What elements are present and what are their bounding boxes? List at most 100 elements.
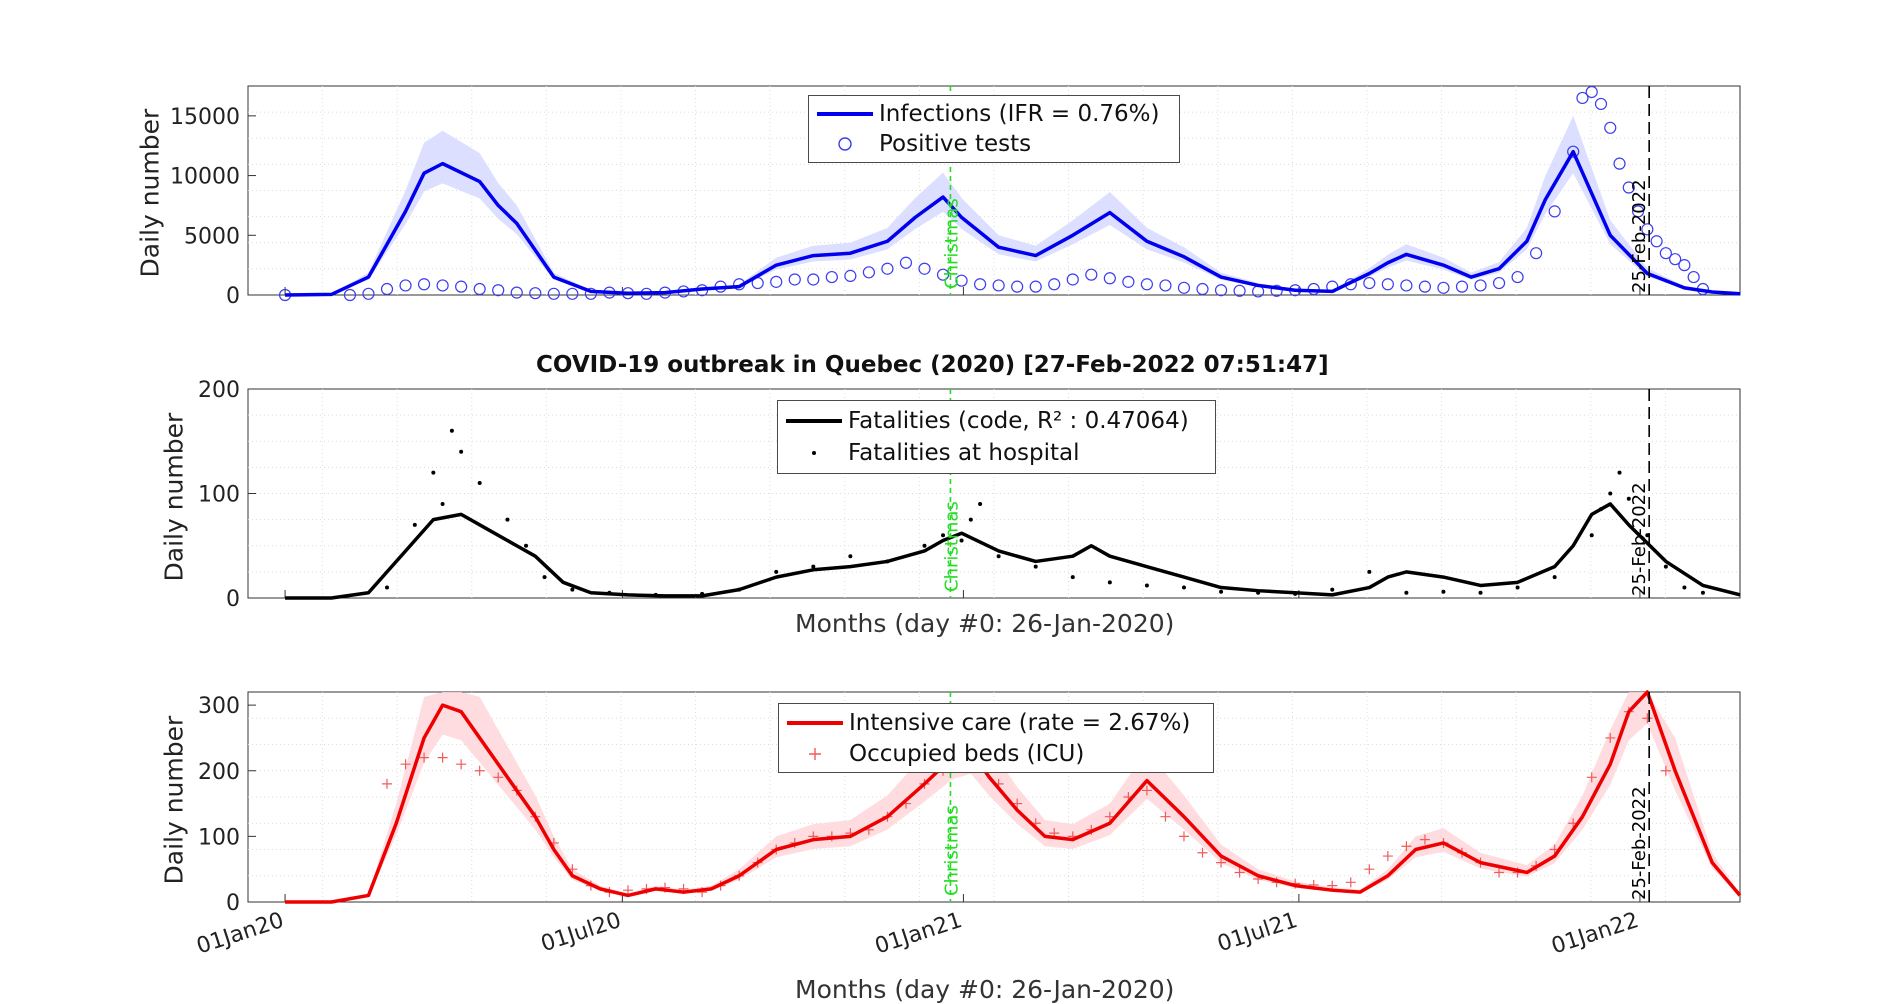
positive-test-point — [899, 256, 913, 269]
infections-legend: Infections (IFR = 0.76%) Positive tests — [808, 95, 1180, 163]
hospital-fatality-point — [774, 569, 779, 574]
positive-test-point — [1511, 270, 1524, 284]
positive-tests-legend-marker — [809, 130, 879, 158]
intensive-care-panel: 0 100 200 300 Christmas 25-Feb-2022 — [198, 690, 1742, 916]
confidence-band — [285, 692, 1740, 902]
positive-test-point — [1418, 280, 1432, 293]
hospital-fatality-point — [431, 470, 436, 475]
hospital-fatality-point — [1700, 590, 1705, 595]
hospital-fatality-point — [1404, 590, 1409, 595]
occupied-bed-point — [400, 759, 411, 770]
y-axis-label-fatalities: Daily number — [159, 412, 189, 582]
occupied-bed-point — [1494, 867, 1505, 878]
y-axis-label-icu: Daily number — [159, 715, 189, 885]
hospital-fatality-point — [449, 428, 454, 433]
occupied-bed-point — [1660, 765, 1671, 776]
positive-test-point — [1585, 85, 1598, 99]
fatalities-legend-label: Fatalities (code, R² : 0.47064) — [848, 408, 1189, 434]
christmas-label: Christmas — [941, 501, 962, 592]
y-tick-label: 15000 — [170, 105, 240, 130]
hospital-fatality-point — [1608, 491, 1613, 496]
hospital-fatality-point — [1219, 589, 1224, 594]
positive-test-point — [1437, 281, 1450, 294]
positive-test-point — [1400, 279, 1413, 292]
occupied-bed-point — [1586, 772, 1597, 783]
positive-test-point — [1122, 275, 1135, 288]
fatalities-legend: Fatalities (code, R² : 0.47064) Fataliti… — [777, 400, 1216, 474]
occupied-bed-point — [1160, 811, 1171, 822]
hospital-fatality-point — [1181, 585, 1186, 590]
y-tick-label: 5000 — [184, 224, 240, 249]
positive-test-point — [529, 287, 542, 300]
positive-test-point — [1687, 270, 1700, 284]
positive-test-point — [1678, 259, 1691, 272]
occupied-bed-point — [456, 759, 467, 770]
positive-test-point — [1214, 284, 1228, 297]
occupied-bed-point — [1605, 732, 1616, 743]
occupied-bed-point — [1382, 851, 1393, 862]
hospital-fatality-point — [1478, 590, 1483, 595]
positive-test-point — [1011, 280, 1024, 293]
y-tick-label: 200 — [198, 760, 240, 785]
occupied-bed-point — [1364, 864, 1375, 875]
y-tick-label: 100 — [198, 825, 240, 850]
positive-test-point — [1604, 121, 1617, 134]
positive-test-point — [955, 274, 968, 287]
occupied-bed-point — [1234, 867, 1245, 878]
hospital-fatalities-legend-label: Fatalities at hospital — [848, 440, 1080, 466]
y-axis-label-infections: Daily number — [135, 108, 165, 278]
occupied-bed-point — [419, 752, 430, 763]
positive-test-point — [807, 273, 820, 286]
hospital-fatality-point — [570, 587, 575, 592]
positive-test-point — [1594, 97, 1608, 111]
intensive-care-legend-label: Intensive care (rate = 2.67%) — [849, 710, 1191, 736]
positive-test-point — [1548, 205, 1561, 218]
positive-test-point — [1048, 278, 1061, 291]
model-series-line — [285, 502, 1741, 600]
hospital-fatality-point — [1682, 585, 1687, 590]
hospital-fatality-point — [1070, 575, 1075, 580]
y-tick-label: 300 — [198, 694, 240, 719]
positive-test-point — [1363, 276, 1376, 290]
hospital-fatality-point — [1663, 564, 1668, 569]
hospital-fatality-point — [922, 543, 927, 548]
y-tick-label: 0 — [226, 587, 240, 612]
hospital-fatality-point — [1144, 583, 1149, 588]
positive-test-point — [1492, 276, 1506, 290]
positive-test-point — [417, 278, 431, 291]
hospital-fatality-point — [1645, 533, 1650, 538]
hospital-fatality-point — [412, 522, 417, 527]
hospital-fatality-point — [1626, 496, 1631, 501]
y-tick-label: 100 — [198, 483, 240, 508]
positive-test-point — [992, 279, 1005, 292]
positive-test-point — [862, 266, 875, 279]
positive-test-point — [380, 282, 394, 296]
positive-test-point — [584, 287, 597, 300]
positive-test-point — [1455, 280, 1469, 293]
occupied-bed-point — [1197, 847, 1208, 858]
occupied-bed-point — [493, 772, 504, 783]
x-tick-label: 01Jul21 — [1215, 908, 1301, 957]
cutoff-label: 25-Feb-2022 — [1629, 482, 1650, 596]
cutoff-label: 25-Feb-2022 — [1629, 786, 1650, 900]
positive-test-point — [1650, 235, 1663, 248]
hospital-fatality-point — [1330, 587, 1335, 592]
hospital-fatality-point — [459, 449, 464, 454]
x-tick-label: 01Jan20 — [194, 908, 287, 960]
hospital-fatality-point — [978, 501, 983, 506]
hospital-fatality-point — [848, 554, 853, 559]
positive-test-point — [436, 279, 449, 292]
hospital-fatality-point — [477, 481, 482, 486]
x-tick-label: 01Jan22 — [1549, 908, 1642, 960]
positive-test-point — [492, 284, 505, 297]
positive-test-point — [1066, 273, 1079, 286]
occupied-bed-point — [1401, 841, 1412, 852]
positive-test-point — [1196, 282, 1209, 296]
positive-test-point — [1233, 284, 1246, 297]
positive-test-point — [1530, 247, 1543, 260]
hospital-fatality-point — [1107, 580, 1112, 585]
occupied-beds-legend-marker — [779, 740, 849, 768]
x-tick-labels: 01Jan20 01Jul20 01Jan21 01Jul21 01Jan22 — [194, 908, 1642, 960]
hospital-fatality-point — [968, 517, 973, 522]
hospital-fatality-point — [1033, 564, 1038, 569]
